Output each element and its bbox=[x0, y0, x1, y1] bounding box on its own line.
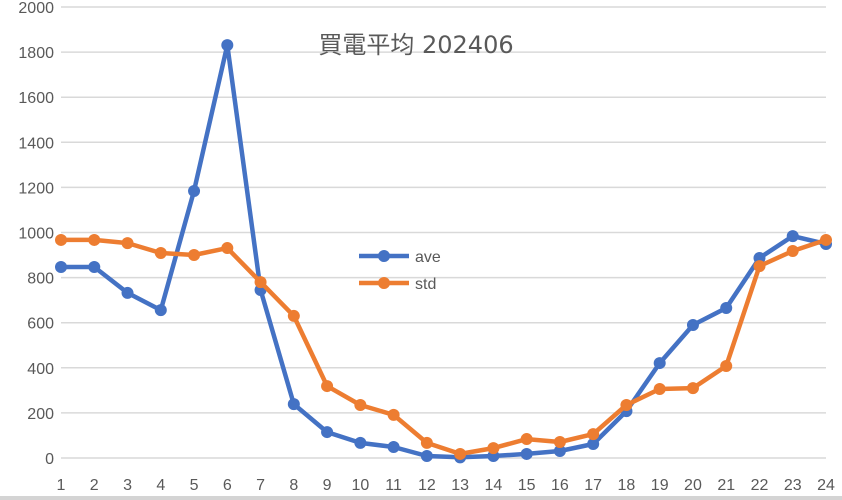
data-point-std bbox=[653, 382, 666, 395]
data-point-std bbox=[720, 359, 733, 372]
y-tick-label: 1400 bbox=[18, 135, 54, 152]
y-tick-label: 1200 bbox=[18, 180, 54, 197]
x-tick-label: 7 bbox=[256, 477, 265, 494]
series-line-std bbox=[58, 237, 829, 457]
gridlines bbox=[61, 6, 826, 459]
data-point-std bbox=[254, 276, 267, 289]
y-tick-label: 1000 bbox=[18, 226, 54, 243]
data-point-std bbox=[55, 233, 67, 246]
x-tick-label: 8 bbox=[289, 477, 298, 494]
data-point-ave bbox=[387, 440, 400, 453]
series-ave bbox=[55, 39, 832, 464]
y-tick-label: 200 bbox=[27, 406, 54, 423]
legend: ave std bbox=[359, 249, 441, 293]
legend-label: std bbox=[415, 276, 436, 293]
data-point-ave bbox=[321, 426, 334, 439]
legend-marker-icon bbox=[378, 250, 390, 262]
data-point-std bbox=[620, 399, 633, 412]
series-std bbox=[55, 233, 832, 460]
data-point-std bbox=[88, 233, 101, 246]
data-point-ave bbox=[587, 438, 600, 451]
x-tick-label: 13 bbox=[451, 477, 469, 494]
data-point-ave bbox=[121, 286, 134, 299]
y-tick-label: 0 bbox=[45, 451, 54, 468]
y-axis: 0 200 400 600 800 1000 1200 1400 1600 1800 2000 bbox=[18, 0, 54, 468]
x-tick-label: 20 bbox=[684, 477, 702, 494]
x-tick-label: 10 bbox=[351, 477, 369, 494]
x-tick-label: 18 bbox=[618, 477, 636, 494]
y-tick-label: 400 bbox=[27, 361, 54, 378]
x-tick-label: 1 bbox=[57, 477, 66, 494]
chart-title: 買電平均 202406 bbox=[318, 31, 513, 59]
data-point-ave bbox=[154, 304, 167, 317]
x-tick-label: 9 bbox=[323, 477, 332, 494]
data-point-std bbox=[420, 436, 433, 449]
data-point-std bbox=[753, 260, 766, 273]
data-point-std bbox=[321, 380, 334, 393]
y-tick-label: 600 bbox=[27, 316, 54, 333]
x-axis: 1 2 3 4 5 6 7 8 9 10 11 12 13 14 15 16 17 18 19 20 21 22 23 24 bbox=[57, 477, 835, 494]
legend-item-std: std bbox=[359, 276, 436, 293]
data-point-ave bbox=[720, 302, 733, 315]
x-tick-label: 11 bbox=[385, 477, 402, 494]
series-line-ave bbox=[58, 42, 829, 460]
data-point-ave bbox=[188, 185, 201, 198]
x-tick-label: 12 bbox=[418, 477, 436, 494]
bottom-scroll-strip bbox=[0, 496, 842, 500]
data-point-ave bbox=[420, 449, 433, 462]
data-point-std bbox=[820, 233, 832, 246]
data-point-std bbox=[221, 242, 234, 255]
data-point-ave bbox=[786, 230, 799, 243]
data-point-std bbox=[188, 249, 201, 262]
x-tick-label: 23 bbox=[784, 477, 802, 494]
x-tick-label: 24 bbox=[817, 477, 835, 494]
x-tick-label: 16 bbox=[551, 477, 569, 494]
x-tick-label: 2 bbox=[90, 477, 99, 494]
x-tick-label: 3 bbox=[123, 477, 132, 494]
y-tick-label: 800 bbox=[27, 271, 54, 288]
data-point-std bbox=[121, 237, 134, 250]
data-point-std bbox=[387, 408, 400, 421]
data-point-std bbox=[154, 247, 167, 260]
data-point-std bbox=[454, 447, 467, 460]
data-point-std bbox=[287, 309, 300, 322]
data-point-std bbox=[553, 435, 566, 448]
legend-label: ave bbox=[415, 249, 441, 266]
x-tick-label: 4 bbox=[156, 477, 165, 494]
x-tick-label: 15 bbox=[518, 477, 536, 494]
data-point-ave bbox=[686, 318, 699, 331]
data-point-std bbox=[587, 428, 600, 441]
data-point-ave bbox=[653, 357, 666, 370]
x-tick-label: 19 bbox=[651, 477, 669, 494]
data-point-ave bbox=[88, 261, 101, 274]
data-point-ave bbox=[553, 445, 566, 458]
legend-marker-icon bbox=[378, 277, 390, 289]
x-tick-label: 17 bbox=[584, 477, 602, 494]
y-tick-label: 2000 bbox=[18, 0, 54, 17]
x-tick-label: 14 bbox=[484, 477, 502, 494]
data-point-std bbox=[487, 442, 500, 455]
data-point-ave bbox=[354, 436, 367, 449]
data-point-ave bbox=[520, 447, 533, 460]
y-tick-label: 1800 bbox=[18, 45, 54, 62]
x-tick-label: 5 bbox=[190, 477, 199, 494]
data-point-std bbox=[520, 433, 533, 446]
x-tick-label: 22 bbox=[751, 477, 769, 494]
data-point-ave bbox=[287, 398, 300, 411]
data-point-std bbox=[686, 382, 699, 395]
x-tick-label: 21 bbox=[717, 477, 735, 494]
data-point-std bbox=[786, 244, 799, 257]
legend-item-ave: ave bbox=[359, 249, 441, 266]
data-point-ave bbox=[55, 261, 67, 274]
data-point-std bbox=[354, 399, 367, 412]
y-tick-label: 1600 bbox=[18, 90, 54, 107]
series-layer bbox=[55, 39, 832, 464]
x-tick-label: 6 bbox=[223, 477, 232, 494]
data-point-ave bbox=[221, 39, 234, 52]
